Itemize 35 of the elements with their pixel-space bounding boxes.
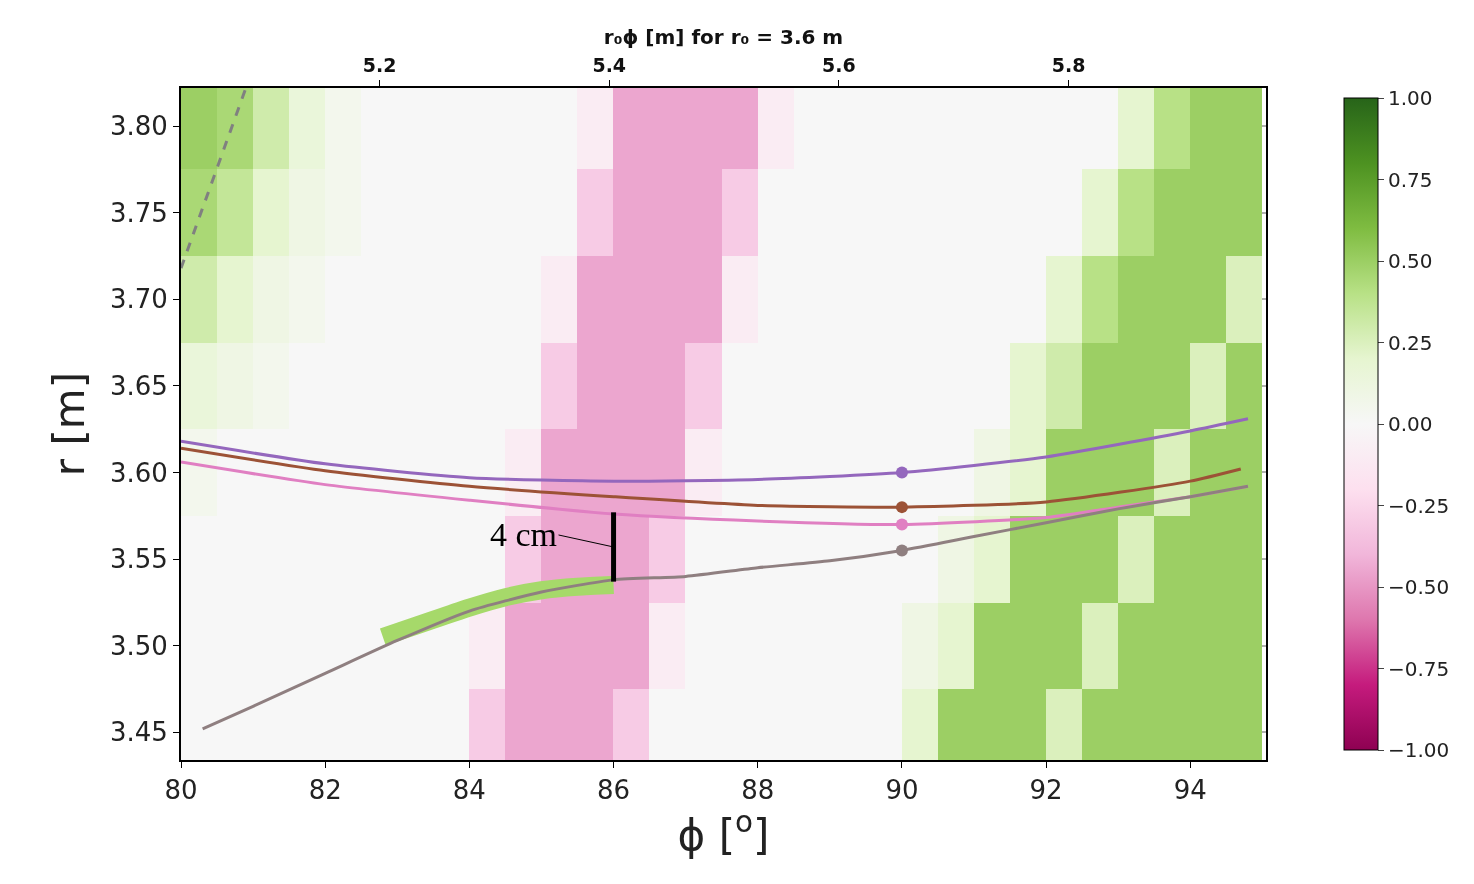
y-tick-label: 3.70 bbox=[109, 284, 168, 315]
color-bar-label: −0.25 bbox=[1388, 493, 1450, 518]
line-series bbox=[201, 484, 1250, 731]
y-tick-label: 3.45 bbox=[109, 717, 168, 748]
y-tick-label: 3.55 bbox=[109, 544, 168, 575]
x-tick-label: 80 bbox=[164, 775, 198, 806]
x-tick-label: 92 bbox=[1029, 775, 1063, 806]
color-bar-label: 1.00 bbox=[1388, 86, 1433, 110]
x2-tick-label: 5.2 bbox=[362, 54, 397, 77]
y-tick-label: 3.80 bbox=[109, 111, 168, 142]
x2-tick-label: 5.6 bbox=[822, 54, 856, 77]
x-tick-label: 82 bbox=[308, 775, 342, 806]
x2-axis-title: r₀ϕ [m] for r₀ = 3.6 m bbox=[603, 25, 844, 50]
color-bar-label: 0.75 bbox=[1388, 167, 1433, 192]
color-bar-label: 0.25 bbox=[1388, 330, 1433, 355]
x2-tick-label: 5.8 bbox=[1051, 54, 1086, 77]
x2-tick-label: 5.4 bbox=[592, 54, 627, 77]
y-tick-label: 3.60 bbox=[109, 457, 168, 488]
x-tick-label: 90 bbox=[885, 775, 919, 806]
color-bar-label: 0.50 bbox=[1388, 249, 1433, 273]
y-tick-label: 3.65 bbox=[109, 371, 168, 401]
color-bar-label: −0.50 bbox=[1388, 575, 1450, 599]
annotation: 4 cm bbox=[490, 516, 558, 553]
y-tick-label: 3.75 bbox=[109, 197, 168, 228]
x-axis-title: ϕ [$^{o}$] bbox=[677, 805, 770, 860]
color-bar-label: −1.00 bbox=[1388, 738, 1450, 762]
y-axis-title: r [m] bbox=[45, 371, 95, 477]
color-bar-label: 0.00 bbox=[1388, 412, 1433, 436]
x-tick-label: 94 bbox=[1173, 775, 1207, 806]
x-tick-label: 84 bbox=[452, 775, 486, 806]
line-series bbox=[181, 417, 1250, 483]
x-tick-label: 88 bbox=[741, 775, 775, 806]
x-tick-label: 86 bbox=[597, 775, 631, 806]
y-tick-label: 3.50 bbox=[109, 630, 168, 661]
color-bar-label: −0.75 bbox=[1388, 656, 1450, 681]
